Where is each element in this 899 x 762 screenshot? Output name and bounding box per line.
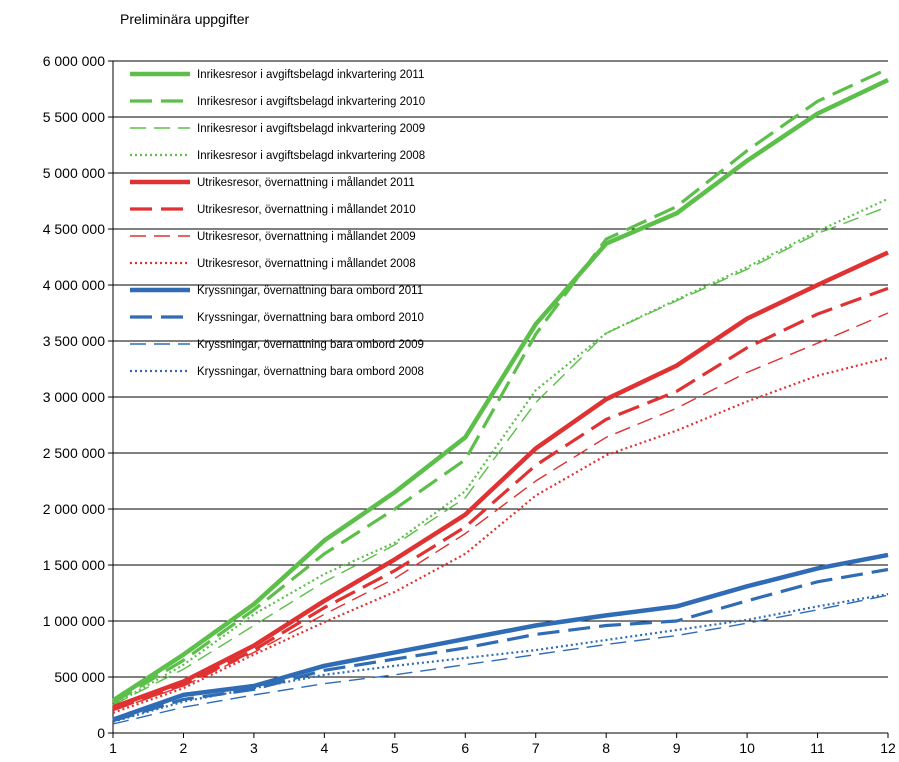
x-tick-label-2: 3 [250, 740, 258, 756]
series-line-10 [112, 594, 889, 725]
legend-label-9: Kryssningar, övernattning bara ombord 20… [197, 312, 424, 324]
y-tick-label-12: 6 000 000 [43, 53, 105, 69]
axes: 0 500 000 1 000 000 1 500 000 2 000 000 2 500… [43, 53, 896, 756]
y-tick-label-8: 4 000 000 [43, 277, 105, 293]
legend-label-11: Kryssningar, övernattning bara ombord 20… [197, 366, 424, 378]
legend-label-10: Kryssningar, övernattning bara ombord 20… [197, 339, 424, 351]
x-tick-label-11: 12 [880, 740, 896, 756]
legend-label-8: Kryssningar, övernattning bara ombord 20… [197, 285, 423, 297]
x-tick-label-0: 1 [109, 740, 117, 756]
series-line-8 [112, 552, 889, 722]
legend-label-1: Inrikesresor i avgiftsbelagd inkvarterin… [197, 96, 425, 108]
series-line-4 [112, 250, 889, 710]
legend-label-2: Inrikesresor i avgiftsbelagd inkvarterin… [197, 123, 425, 135]
y-tick-label-7: 3 500 000 [43, 333, 105, 349]
x-tick-label-10: 11 [810, 740, 825, 756]
legend-label-6: Utrikesresor, övernattning i mållandet 2… [197, 231, 416, 243]
x-tick-label-5: 6 [461, 740, 469, 756]
series-line-0 [111, 77, 889, 703]
series-line-9 [112, 567, 889, 723]
legend-label-4: Utrikesresor, övernattning i mållandet 2… [197, 177, 415, 189]
y-tick-label-2: 1 000 000 [43, 613, 105, 629]
legend-label-5: Utrikesresor, övernattning i mållandet 2… [197, 204, 416, 216]
legend-label-7: Utrikesresor, övernattning i mållandet 2… [197, 258, 416, 270]
series-line-11 [112, 593, 889, 723]
series-line-3 [112, 197, 889, 706]
series-line-6 [112, 312, 889, 712]
x-tick-label-7: 8 [602, 740, 610, 756]
legend: Inrikesresor i avgiftsbelagd inkvarterin… [130, 69, 425, 378]
y-tick-label-1: 500 000 [54, 669, 105, 685]
y-tick-label-11: 5 500 000 [43, 109, 105, 125]
chart-subtitle: Preliminära uppgifter [120, 11, 250, 27]
y-tick-label-3: 1 500 000 [43, 557, 105, 573]
series-line-5 [112, 286, 889, 712]
y-tick-label-0: 0 [97, 725, 105, 741]
x-tick-label-9: 10 [739, 740, 755, 756]
x-tick-label-4: 5 [391, 740, 399, 756]
series-line-1 [112, 67, 889, 705]
y-tick-label-9: 4 500 000 [43, 221, 105, 237]
x-tick-label-1: 2 [180, 740, 188, 756]
series-lines [111, 67, 889, 725]
legend-label-0: Inrikesresor i avgiftsbelagd inkvarterin… [197, 69, 424, 81]
series-line-2 [112, 205, 889, 706]
y-tick-label-6: 3 000 000 [43, 389, 105, 405]
y-tick-label-5: 2 500 000 [43, 445, 105, 461]
x-tick-label-3: 4 [320, 740, 328, 756]
x-tick-label-6: 7 [532, 740, 540, 756]
y-tick-label-10: 5 000 000 [43, 165, 105, 181]
y-tick-label-4: 2 000 000 [43, 501, 105, 517]
legend-label-3: Inrikesresor i avgiftsbelagd inkvarterin… [197, 150, 425, 162]
x-tick-label-8: 9 [673, 740, 681, 756]
